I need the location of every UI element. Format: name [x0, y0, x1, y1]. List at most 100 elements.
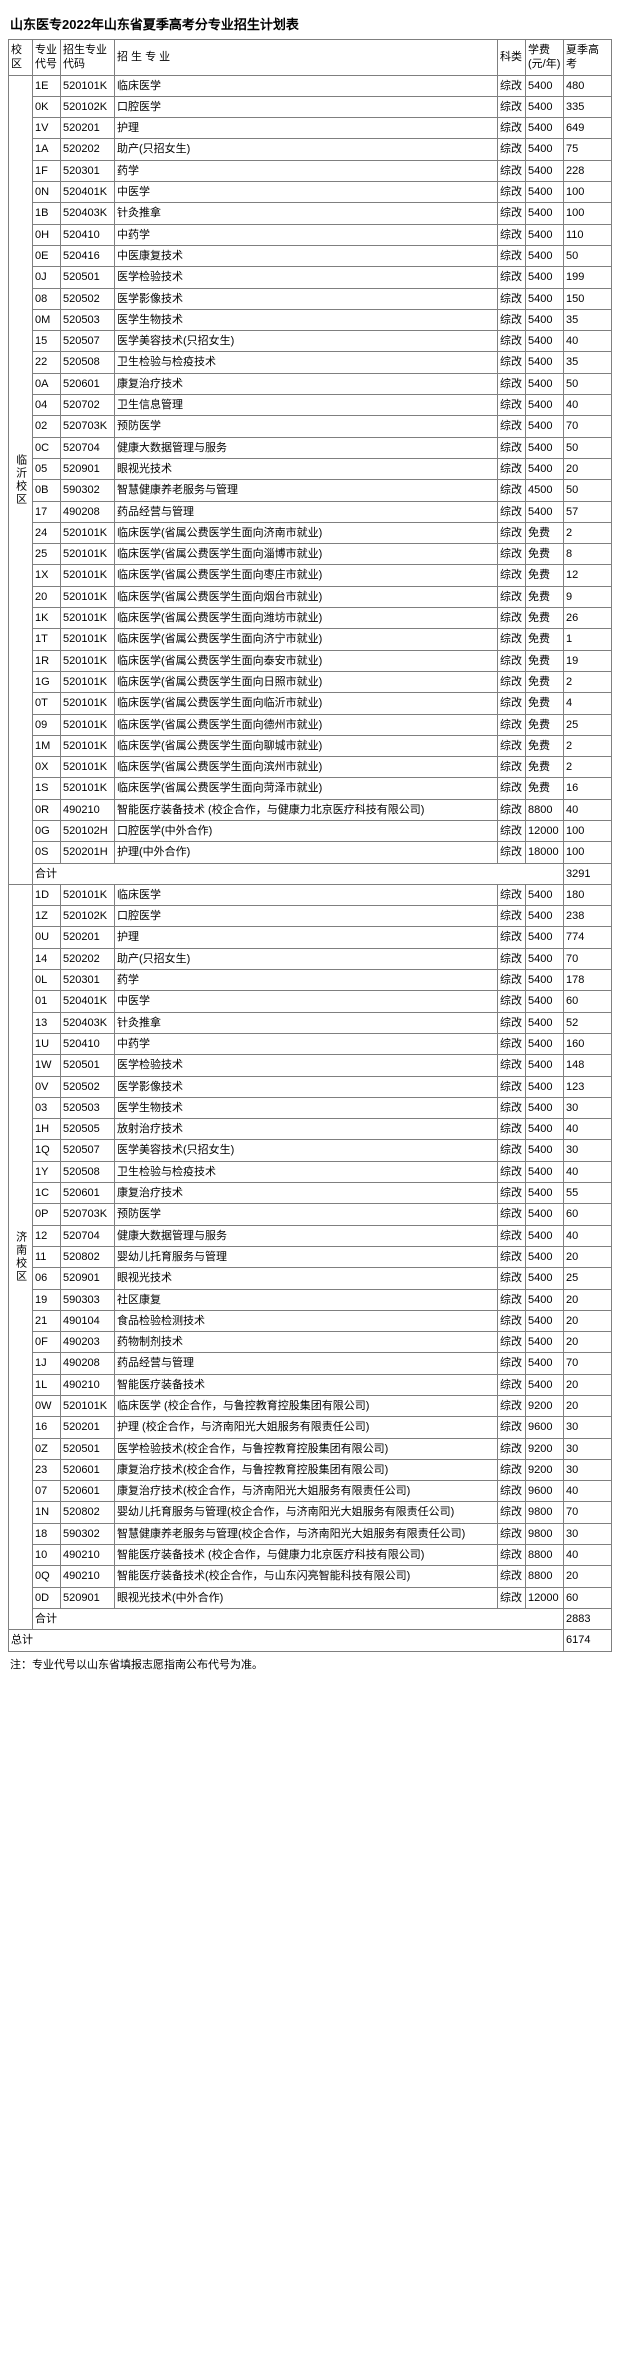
cell-major: 临床医学(省属公费医学生面向烟台市就业)	[115, 586, 498, 607]
table-row: 1Y520508卫生检验与检疫技术综改540040	[9, 1161, 612, 1182]
table-row: 25520101K临床医学(省属公费医学生面向淄博市就业)综改免费8	[9, 544, 612, 565]
cell-major: 临床医学(省属公费医学生面向济南市就业)	[115, 522, 498, 543]
cell-fee: 5400	[526, 1310, 564, 1331]
cell-fee: 免费	[526, 693, 564, 714]
cell-major: 放射治疗技术	[115, 1119, 498, 1140]
cell-type: 综改	[498, 182, 526, 203]
table-row: 0K520102K口腔医学综改5400335	[9, 96, 612, 117]
cell-fee: 5400	[526, 1012, 564, 1033]
table-row: 0T520101K临床医学(省属公费医学生面向临沂市就业)综改免费4	[9, 693, 612, 714]
cell-major: 智能医疗装备技术	[115, 1374, 498, 1395]
cell-major: 护理 (校企合作，与济南阳光大姐服务有限责任公司)	[115, 1417, 498, 1438]
cell-type: 综改	[498, 1033, 526, 1054]
table-header-row: 校区 专业代号 招生专业代码 招 生 专 业 科类 学费(元/年) 夏季高考	[9, 40, 612, 76]
cell-major: 口腔医学	[115, 906, 498, 927]
page-title: 山东医专2022年山东省夏季高考分专业招生计划表	[8, 8, 612, 39]
cell-fee: 5400	[526, 245, 564, 266]
cell-fee: 5400	[526, 224, 564, 245]
table-row: 19590303社区康复综改540020	[9, 1289, 612, 1310]
enrollment-table: 校区 专业代号 招生专业代码 招 生 专 业 科类 学费(元/年) 夏季高考 临…	[8, 39, 612, 1652]
cell-c2: 520102K	[61, 906, 115, 927]
cell-plan: 238	[564, 906, 612, 927]
cell-type: 综改	[498, 650, 526, 671]
cell-fee: 5400	[526, 1268, 564, 1289]
table-row: 0V520502医学影像技术综改5400123	[9, 1076, 612, 1097]
th-major: 招 生 专 业	[115, 40, 498, 76]
cell-type: 综改	[498, 842, 526, 863]
cell-type: 综改	[498, 224, 526, 245]
table-row: 08520502医学影像技术综改5400150	[9, 288, 612, 309]
cell-c1: 1U	[33, 1033, 61, 1054]
table-row: 20520101K临床医学(省属公费医学生面向烟台市就业)综改免费9	[9, 586, 612, 607]
cell-c1: 1V	[33, 118, 61, 139]
table-row: 1Q520507医学美容技术(只招女生)综改540030	[9, 1140, 612, 1161]
cell-fee: 5400	[526, 1289, 564, 1310]
cell-c2: 520401K	[61, 182, 115, 203]
cell-major: 医学影像技术	[115, 1076, 498, 1097]
table-row: 0J520501医学检验技术综改5400199	[9, 267, 612, 288]
cell-plan: 100	[564, 820, 612, 841]
cell-type: 综改	[498, 1374, 526, 1395]
cell-major: 口腔医学(中外合作)	[115, 820, 498, 841]
cell-fee: 5400	[526, 203, 564, 224]
cell-major: 智能医疗装备技术(校企合作，与山东闪亮智能科技有限公司)	[115, 1566, 498, 1587]
cell-c1: 1F	[33, 160, 61, 181]
cell-plan: 110	[564, 224, 612, 245]
cell-type: 综改	[498, 1438, 526, 1459]
table-row: 03520503医学生物技术综改540030	[9, 1097, 612, 1118]
table-row: 22520508卫生检验与检疫技术综改540035	[9, 352, 612, 373]
cell-c2: 520301	[61, 970, 115, 991]
cell-plan: 150	[564, 288, 612, 309]
cell-c2: 520501	[61, 1055, 115, 1076]
cell-c1: 08	[33, 288, 61, 309]
th-code2: 招生专业代码	[61, 40, 115, 76]
cell-c1: 19	[33, 1289, 61, 1310]
cell-type: 综改	[498, 395, 526, 416]
cell-plan: 75	[564, 139, 612, 160]
cell-plan: 1	[564, 629, 612, 650]
cell-plan: 40	[564, 1545, 612, 1566]
cell-c2: 520201	[61, 1417, 115, 1438]
cell-c1: 0G	[33, 820, 61, 841]
cell-c2: 520501	[61, 267, 115, 288]
cell-c1: 06	[33, 1268, 61, 1289]
cell-plan: 26	[564, 608, 612, 629]
cell-c2: 520101K	[61, 586, 115, 607]
cell-plan: 40	[564, 1119, 612, 1140]
table-row: 1G520101K临床医学(省属公费医学生面向日照市就业)综改免费2	[9, 671, 612, 692]
cell-major: 医学检验技术	[115, 267, 498, 288]
cell-c2: 520301	[61, 160, 115, 181]
cell-fee: 5400	[526, 501, 564, 522]
table-row: 1L490210智能医疗装备技术综改540020	[9, 1374, 612, 1395]
cell-c1: 0Q	[33, 1566, 61, 1587]
cell-type: 综改	[498, 1523, 526, 1544]
cell-c2: 520702	[61, 395, 115, 416]
cell-fee: 5400	[526, 1332, 564, 1353]
cell-major: 医学生物技术	[115, 309, 498, 330]
cell-type: 综改	[498, 820, 526, 841]
subtotal-label: 合计	[33, 863, 564, 884]
cell-major: 临床医学(省属公费医学生面向临沂市就业)	[115, 693, 498, 714]
cell-major: 智能医疗装备技术 (校企合作，与健康力北京医疗科技有限公司)	[115, 1545, 498, 1566]
cell-plan: 148	[564, 1055, 612, 1076]
cell-c1: 07	[33, 1481, 61, 1502]
cell-c2: 520410	[61, 1033, 115, 1054]
cell-plan: 100	[564, 842, 612, 863]
cell-c2: 520403K	[61, 1012, 115, 1033]
table-row: 1J490208药品经营与管理综改540070	[9, 1353, 612, 1374]
cell-major: 护理	[115, 927, 498, 948]
table-row: 1U520410中药学综改5400160	[9, 1033, 612, 1054]
cell-type: 综改	[498, 884, 526, 905]
cell-c2: 490210	[61, 1545, 115, 1566]
cell-major: 康复治疗技术(校企合作，与济南阳光大姐服务有限责任公司)	[115, 1481, 498, 1502]
cell-fee: 免费	[526, 714, 564, 735]
cell-c2: 520102H	[61, 820, 115, 841]
cell-major: 临床医学(省属公费医学生面向菏泽市就业)	[115, 778, 498, 799]
cell-type: 综改	[498, 948, 526, 969]
cell-c1: 0U	[33, 927, 61, 948]
cell-c2: 520802	[61, 1502, 115, 1523]
cell-c1: 1H	[33, 1119, 61, 1140]
cell-major: 中药学	[115, 1033, 498, 1054]
cell-type: 综改	[498, 203, 526, 224]
cell-fee: 9600	[526, 1417, 564, 1438]
